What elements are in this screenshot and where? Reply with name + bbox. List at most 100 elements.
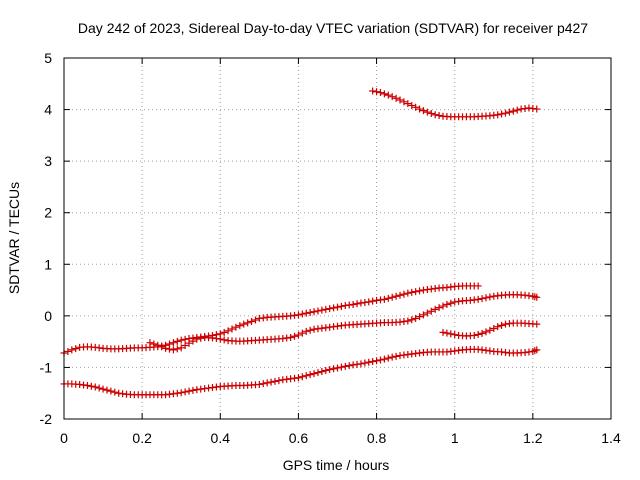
data-point bbox=[416, 313, 424, 321]
data-point bbox=[427, 109, 435, 117]
data-point bbox=[169, 339, 177, 347]
data-point bbox=[513, 106, 521, 114]
x-tick-label: 0.4 bbox=[211, 430, 231, 446]
data-point bbox=[99, 385, 107, 393]
data-point bbox=[400, 290, 408, 298]
data-point bbox=[482, 328, 490, 336]
data-point bbox=[502, 109, 510, 117]
y-tick-label: 5 bbox=[44, 50, 52, 66]
data-point bbox=[505, 108, 513, 116]
data-point bbox=[173, 337, 181, 345]
x-tick-label: 1.2 bbox=[523, 430, 543, 446]
data-point bbox=[435, 304, 443, 312]
data-point bbox=[294, 311, 302, 319]
data-point bbox=[162, 344, 170, 352]
data-point bbox=[431, 305, 439, 313]
data-point bbox=[83, 381, 91, 389]
data-point bbox=[263, 379, 271, 387]
data-point bbox=[419, 107, 427, 115]
series-track-c bbox=[60, 345, 541, 399]
data-point bbox=[255, 380, 263, 388]
data-point bbox=[173, 345, 181, 353]
data-point bbox=[189, 337, 197, 345]
data-point bbox=[498, 110, 506, 118]
data-point bbox=[169, 346, 177, 354]
data-point bbox=[259, 380, 267, 388]
data-point bbox=[294, 374, 302, 382]
data-point bbox=[220, 336, 228, 344]
data-point bbox=[291, 332, 299, 340]
series-track-e bbox=[369, 87, 541, 121]
data-point bbox=[509, 107, 517, 115]
data-point bbox=[224, 327, 232, 335]
x-tick-label: 1 bbox=[451, 430, 459, 446]
data-point bbox=[337, 302, 345, 310]
data-point bbox=[310, 370, 318, 378]
y-axis-title: SDTVAR / TECUs bbox=[6, 182, 22, 294]
data-point bbox=[185, 339, 193, 347]
data-point bbox=[181, 388, 189, 396]
data-point bbox=[326, 305, 334, 313]
data-point bbox=[314, 369, 322, 377]
data-point bbox=[400, 98, 408, 106]
data-point bbox=[423, 309, 431, 317]
data-point bbox=[111, 388, 119, 396]
data-point bbox=[380, 295, 388, 303]
x-tick-label: 0.2 bbox=[132, 430, 152, 446]
data-point bbox=[193, 335, 201, 343]
data-point bbox=[474, 295, 482, 303]
data-point bbox=[369, 297, 377, 305]
data-point bbox=[412, 288, 420, 296]
data-point bbox=[165, 345, 173, 353]
data-point bbox=[412, 103, 420, 111]
data-point bbox=[392, 94, 400, 102]
data-point bbox=[353, 300, 361, 308]
data-point bbox=[298, 310, 306, 318]
y-tick-label: -1 bbox=[40, 359, 53, 375]
y-tick-label: 0 bbox=[44, 308, 52, 324]
data-point bbox=[287, 334, 295, 342]
data-point bbox=[337, 363, 345, 371]
data-point bbox=[396, 96, 404, 104]
data-point bbox=[146, 339, 154, 347]
data-point bbox=[376, 356, 384, 364]
data-point bbox=[439, 302, 447, 310]
data-point bbox=[349, 301, 357, 309]
data-point bbox=[369, 87, 377, 95]
data-point bbox=[404, 100, 412, 108]
data-point bbox=[408, 288, 416, 296]
data-point bbox=[357, 360, 365, 368]
x-axis-title: GPS time / hours bbox=[283, 457, 390, 473]
x-tick-label: 0.6 bbox=[289, 430, 309, 446]
data-point bbox=[388, 293, 396, 301]
data-point bbox=[384, 294, 392, 302]
data-point bbox=[423, 108, 431, 116]
data-point bbox=[431, 111, 439, 119]
data-point bbox=[330, 365, 338, 373]
data-point bbox=[306, 309, 314, 317]
data-points bbox=[60, 87, 541, 399]
data-point bbox=[419, 311, 427, 319]
data-point bbox=[388, 93, 396, 101]
axis-ticks: 0 0.2 0.4 0.6 0.8 1 1.2 1.4 -2 -1 0 1 2 3 4 5 bbox=[40, 50, 621, 446]
data-point bbox=[251, 316, 259, 324]
data-point bbox=[404, 317, 412, 325]
data-point bbox=[384, 354, 392, 362]
data-point bbox=[216, 335, 224, 343]
data-point bbox=[298, 329, 306, 337]
data-point bbox=[396, 291, 404, 299]
series-track-b bbox=[146, 291, 541, 354]
data-point bbox=[181, 335, 189, 343]
data-point bbox=[177, 336, 185, 344]
data-point bbox=[361, 359, 369, 367]
data-point bbox=[150, 340, 158, 348]
data-point bbox=[181, 342, 189, 350]
data-point bbox=[478, 329, 486, 337]
data-point bbox=[482, 294, 490, 302]
data-point bbox=[330, 304, 338, 312]
data-point bbox=[318, 368, 326, 376]
data-point bbox=[87, 382, 95, 390]
data-point bbox=[68, 346, 76, 354]
data-point bbox=[334, 303, 341, 311]
data-point bbox=[322, 305, 330, 313]
